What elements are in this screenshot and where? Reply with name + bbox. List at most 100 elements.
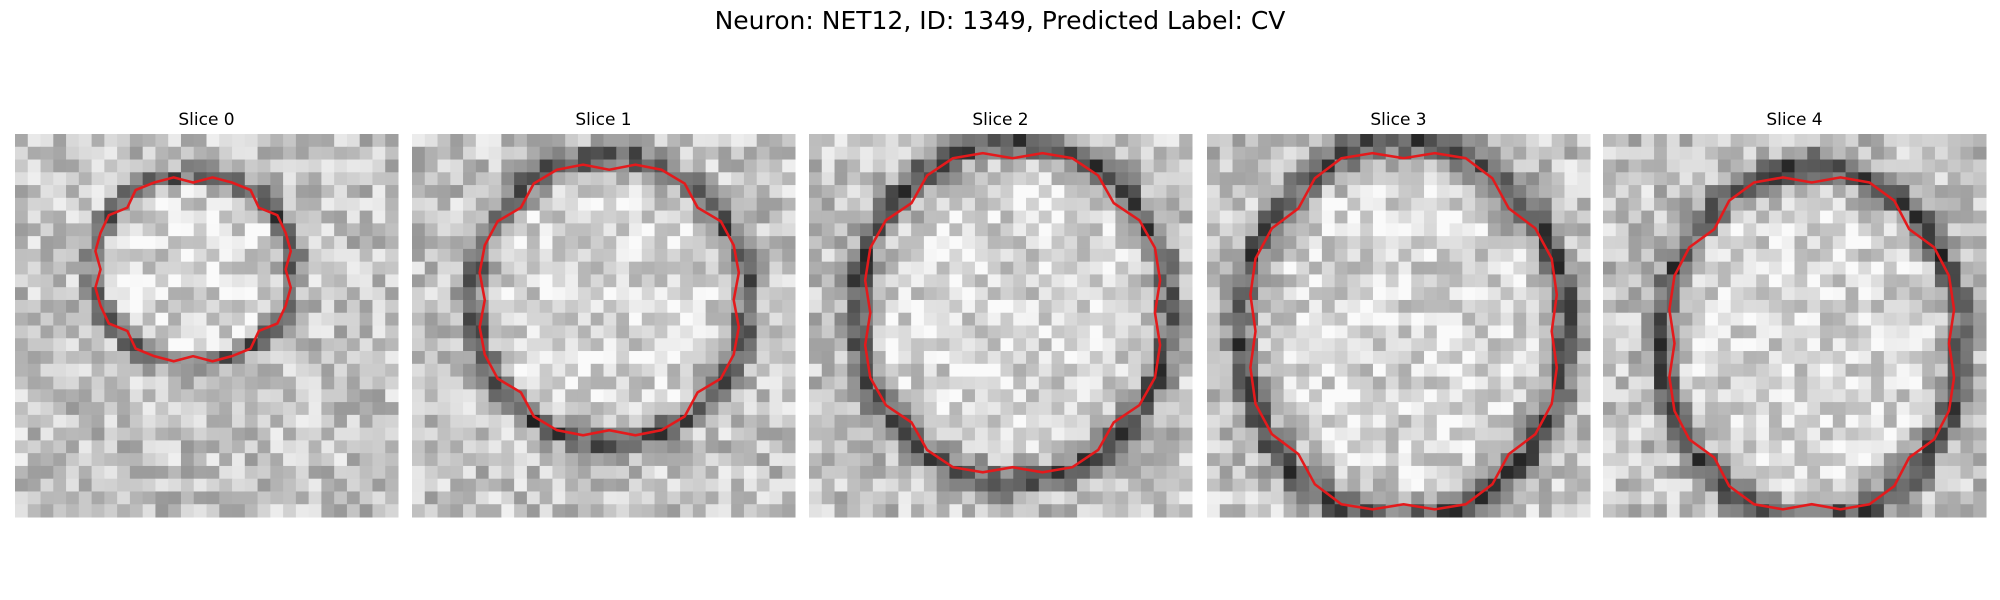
pixel [463,312,477,327]
pixel [1219,134,1234,148]
pixel [1077,236,1091,250]
pixel [1411,248,1425,263]
pixel [53,478,67,492]
pixel [667,363,681,378]
pixel [565,414,579,429]
pixel [1232,402,1246,416]
pixel [1603,427,1617,441]
pixel [1807,325,1821,339]
pixel [667,146,681,161]
pixel [769,414,783,429]
pixel [654,478,668,492]
pixel [1692,453,1706,467]
pixel [1462,248,1476,263]
pixel [244,274,259,288]
pixel [1258,478,1272,492]
pixel [1102,312,1116,327]
pixel [834,159,848,173]
pixel [346,376,361,390]
pixel [962,159,976,173]
pixel [590,351,605,365]
pixel [1270,338,1285,352]
pixel [1424,261,1438,275]
pixel [1692,312,1706,327]
pixel [731,453,745,467]
pixel [731,376,745,390]
pixel [450,402,464,416]
pixel [987,197,1002,212]
pixel [78,338,93,352]
pixel [731,146,745,161]
pixel [911,389,925,403]
pixel [1551,197,1565,212]
pixel [1270,185,1285,199]
pixel [412,440,426,454]
pixel [91,185,105,199]
pixel [1807,248,1821,263]
pixel [1038,274,1053,288]
pixel [1219,325,1234,339]
pixel [1026,274,1040,288]
pixel [1551,504,1565,518]
pixel [283,197,297,212]
pixel [847,287,861,301]
pixel [1973,453,1987,467]
pixel [1385,478,1400,492]
pixel [743,274,758,288]
pixel [743,427,758,441]
pixel [1526,261,1540,275]
pixel [705,223,719,237]
pixel [244,351,259,365]
pixel [283,389,297,403]
pixel [987,185,1002,199]
pixel [1679,504,1693,518]
pixel [1922,351,1936,365]
pixel [1820,185,1834,199]
pixel [1321,465,1336,480]
pixel [962,172,976,186]
pixel [769,261,783,275]
pixel [743,197,758,212]
pixel [257,440,271,454]
pixel [1166,376,1180,390]
pixel [1424,389,1438,403]
pixel [463,299,477,314]
pixel [1538,478,1553,492]
pixel [295,146,310,161]
pixel [53,223,67,237]
pixel [372,312,386,327]
pixel [334,504,348,518]
pixel [1654,197,1668,212]
pixel [1513,261,1527,275]
pixel [616,146,630,161]
pixel [501,299,515,314]
pixel [232,172,246,186]
pixel [1232,248,1246,263]
pixel [1820,248,1834,263]
pixel [270,338,284,352]
pixel [295,325,310,339]
pixel [1283,312,1297,327]
pixel [847,261,861,275]
pixel [1781,248,1796,263]
pixel [692,440,707,454]
pixel [1641,159,1655,173]
pixel [168,146,182,161]
pixel [1115,261,1129,275]
pixel [117,159,131,173]
pixel [1500,389,1514,403]
pixel [923,299,938,314]
pixel [1743,478,1757,492]
pixel [539,338,553,352]
pixel [872,427,887,441]
pixel [27,325,42,339]
pixel [898,261,912,275]
pixel [667,491,681,505]
pixel [1296,299,1310,314]
pixel [1166,146,1180,161]
pixel [359,465,373,480]
pixel [1140,274,1155,288]
pixel [1794,465,1808,480]
pixel [1089,287,1104,301]
pixel [1551,236,1565,250]
